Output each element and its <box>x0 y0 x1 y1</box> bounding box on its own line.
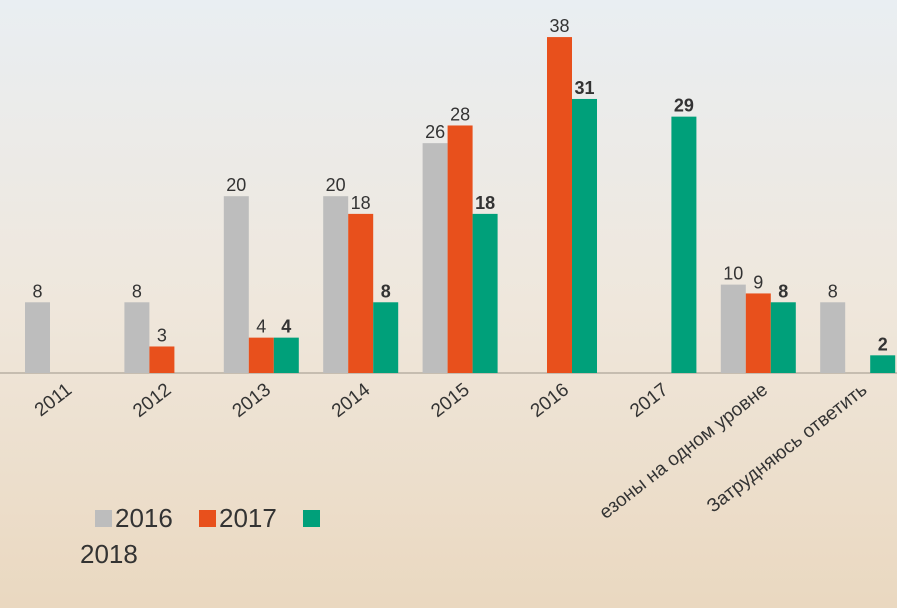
bar <box>870 355 895 373</box>
value-label: 8 <box>778 281 788 301</box>
legend-label: 2016 <box>115 503 173 533</box>
chart: 8201183201220442013201882014262818201538… <box>0 0 897 608</box>
value-label: 4 <box>256 317 266 337</box>
bar <box>348 214 373 373</box>
legend-swatch <box>303 510 320 527</box>
bar <box>25 302 50 373</box>
bar <box>572 99 597 373</box>
bar <box>149 346 174 373</box>
bar <box>323 196 348 373</box>
bar <box>771 302 796 373</box>
bar <box>373 302 398 373</box>
value-label: 4 <box>281 317 291 337</box>
value-label: 10 <box>723 264 743 284</box>
bar <box>448 125 473 373</box>
value-label: 38 <box>549 16 569 36</box>
legend-label: 2018 <box>80 539 138 569</box>
legend-label: 2017 <box>219 503 277 533</box>
bar <box>423 143 448 373</box>
bar <box>547 37 572 373</box>
bar <box>671 117 696 373</box>
value-label: 3 <box>157 325 167 345</box>
value-label: 2 <box>878 334 888 354</box>
value-label: 18 <box>475 193 495 213</box>
value-label: 20 <box>226 175 246 195</box>
legend-swatch <box>199 510 216 527</box>
bar <box>224 196 249 373</box>
value-label: 9 <box>753 272 763 292</box>
bar <box>721 285 746 373</box>
value-label: 20 <box>326 175 346 195</box>
value-label: 26 <box>425 122 445 142</box>
bar <box>274 338 299 373</box>
bar <box>249 338 274 373</box>
value-label: 31 <box>574 78 594 98</box>
value-label: 8 <box>32 281 42 301</box>
value-label: 18 <box>351 193 371 213</box>
value-label: 8 <box>828 281 838 301</box>
value-label: 8 <box>132 281 142 301</box>
value-label: 29 <box>674 96 694 116</box>
bar <box>124 302 149 373</box>
value-label: 28 <box>450 104 470 124</box>
bar <box>820 302 845 373</box>
legend-swatch <box>95 510 112 527</box>
value-label: 8 <box>381 281 391 301</box>
bar <box>473 214 498 373</box>
bar <box>746 293 771 373</box>
